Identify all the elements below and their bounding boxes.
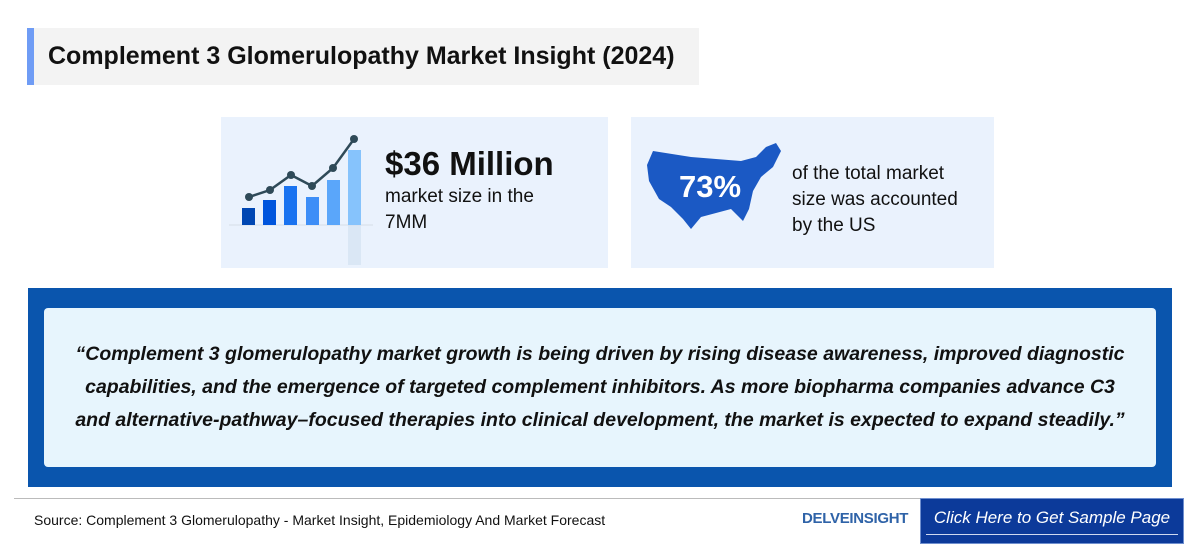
market-size-label-1: market size in the bbox=[385, 186, 534, 207]
us-share-label-2: size was accounted bbox=[792, 189, 958, 210]
get-sample-page-button[interactable]: Click Here to Get Sample Page bbox=[920, 498, 1184, 544]
delveinsight-logo[interactable]: DELVEINSIGHT bbox=[802, 510, 909, 527]
quote-text: “Complement 3 glomerulopathy market grow… bbox=[44, 308, 1156, 467]
cta-label: Click Here to Get Sample Page bbox=[925, 508, 1179, 535]
us-share-label-1: of the total market bbox=[792, 163, 945, 184]
source-text: Source: Complement 3 Glomerulopathy - Ma… bbox=[34, 512, 606, 528]
market-size-label-2: 7MM bbox=[385, 212, 428, 233]
us-share-value: 73% bbox=[679, 169, 742, 204]
quote-box: “Complement 3 glomerulopathy market grow… bbox=[28, 288, 1172, 487]
us-map-icon bbox=[647, 143, 781, 229]
bar-line-chart-icon bbox=[229, 135, 373, 265]
divider bbox=[14, 498, 920, 499]
market-size-card: $36 Million market size in the 7MM bbox=[221, 117, 608, 268]
market-size-value: $36 Million bbox=[385, 145, 554, 182]
page-title: Complement 3 Glomerulopathy Market Insig… bbox=[27, 28, 699, 85]
us-share-card: 73% of the total market size was account… bbox=[631, 117, 994, 268]
us-share-label-3: by the US bbox=[792, 215, 876, 236]
